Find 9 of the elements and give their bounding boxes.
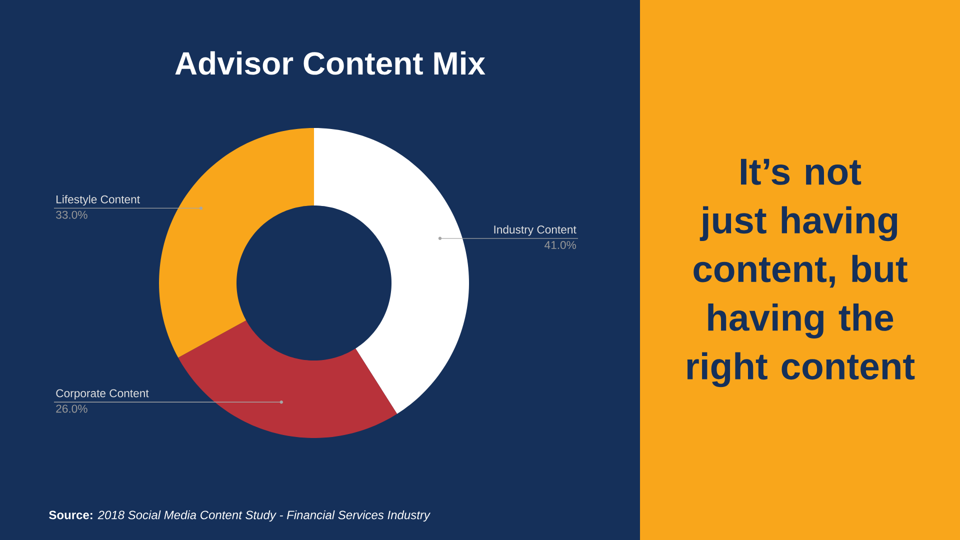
data-label: 33.0%	[56, 210, 88, 219]
text: Source: 2018 Social Media Content Study - Financial Services Industry	[49, 510, 431, 522]
slice-label: Industry Content	[494, 225, 576, 236]
data-label: 41.0%	[544, 241, 576, 250]
slice-label: Corporate Content	[56, 389, 149, 400]
slice-label: Lifestyle Content	[56, 195, 140, 206]
text: It’s not just having content, but having the right content	[687, 158, 915, 388]
data-label: 26.0%	[56, 404, 88, 413]
chart-title: Advisor Content Mix	[175, 51, 486, 75]
